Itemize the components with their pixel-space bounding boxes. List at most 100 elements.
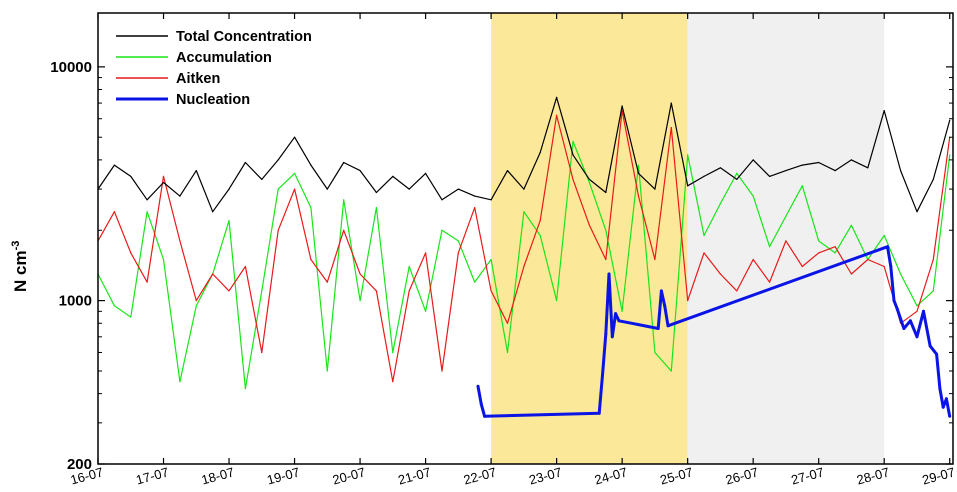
point-aitken xyxy=(687,300,689,302)
point-accumulation xyxy=(294,172,296,174)
point-accumulation xyxy=(916,305,918,307)
point-total-concentration xyxy=(162,181,165,184)
point-total-concentration xyxy=(850,159,853,161)
point-total-concentration xyxy=(818,161,820,164)
y-axis-label: N cm-3 xyxy=(10,241,30,292)
point-total-concentration xyxy=(375,191,377,194)
point-total-concentration xyxy=(261,178,263,180)
point-total-concentration xyxy=(932,178,934,180)
point-accumulation xyxy=(326,370,328,372)
point-accumulation xyxy=(441,229,443,231)
point-total-concentration xyxy=(277,159,279,161)
point-accumulation xyxy=(162,258,165,261)
point-total-concentration xyxy=(752,159,754,161)
point-aitken xyxy=(752,258,754,261)
point-accumulation xyxy=(785,215,787,217)
point-total-concentration xyxy=(408,188,410,190)
point-total-concentration xyxy=(343,161,345,164)
point-total-concentration xyxy=(900,170,902,172)
point-nucleation xyxy=(601,373,604,377)
point-total-concentration xyxy=(130,175,132,177)
point-accumulation xyxy=(850,224,853,226)
point-total-concentration xyxy=(425,172,427,174)
x-tick-label: 20-07 xyxy=(331,464,367,487)
point-accumulation xyxy=(113,305,115,307)
point-accumulation xyxy=(523,211,525,213)
point-nucleation xyxy=(892,299,896,303)
point-aitken xyxy=(883,265,885,268)
point-aitken xyxy=(277,229,279,231)
point-total-concentration xyxy=(703,175,705,177)
point-total-concentration xyxy=(457,188,459,190)
point-total-concentration xyxy=(212,211,214,213)
point-total-concentration xyxy=(572,154,574,156)
point-total-concentration xyxy=(588,178,591,180)
point-total-concentration xyxy=(687,185,689,187)
point-nucleation xyxy=(935,352,939,356)
point-total-concentration xyxy=(539,151,541,154)
point-total-concentration xyxy=(113,164,115,166)
point-accumulation xyxy=(261,290,263,292)
point-total-concentration xyxy=(670,102,672,104)
point-total-concentration xyxy=(228,188,230,190)
point-accumulation xyxy=(752,195,754,197)
point-nucleation xyxy=(938,387,942,391)
point-accumulation xyxy=(375,207,377,209)
point-nucleation xyxy=(944,397,948,401)
point-aitken xyxy=(818,252,820,254)
point-nucleation xyxy=(479,402,483,406)
series-line-nucleation xyxy=(476,245,952,418)
point-accumulation xyxy=(703,234,705,237)
point-accumulation xyxy=(457,240,459,242)
point-accumulation xyxy=(605,229,607,231)
point-aitken xyxy=(359,273,361,275)
point-accumulation xyxy=(687,154,689,156)
point-aitken xyxy=(212,273,214,275)
point-accumulation xyxy=(670,370,672,372)
point-nucleation xyxy=(614,312,618,316)
point-accumulation xyxy=(310,207,312,209)
point-nucleation xyxy=(922,309,925,313)
point-accumulation xyxy=(392,351,394,354)
point-aitken xyxy=(736,290,738,292)
legend-label-aitken: Aitken xyxy=(176,71,220,87)
point-aitken xyxy=(113,211,115,213)
point-aitken xyxy=(343,229,345,231)
point-total-concentration xyxy=(195,170,197,172)
point-accumulation xyxy=(146,211,148,213)
point-total-concentration xyxy=(490,199,492,201)
point-total-concentration xyxy=(719,167,722,169)
legend: Total Concentration Accumulation Aitken Nuc… xyxy=(116,29,312,108)
point-nucleation xyxy=(604,332,608,336)
legend-label-total-concentration: Total Concentration xyxy=(176,29,312,45)
point-accumulation xyxy=(179,381,181,383)
series-nucleation xyxy=(476,245,952,418)
y-axis-label-text: N cm xyxy=(11,250,30,292)
point-aitken xyxy=(769,281,771,283)
point-total-concentration xyxy=(654,188,656,190)
x-tick-label: 22-07 xyxy=(462,464,498,487)
y-tick-label: 200 xyxy=(67,456,92,473)
point-accumulation xyxy=(506,351,509,354)
point-aitken xyxy=(572,178,574,180)
x-tick-label: 17-07 xyxy=(134,464,170,487)
point-aitken xyxy=(867,258,869,261)
point-aitken xyxy=(605,258,607,261)
x-tick-label: 26-07 xyxy=(724,464,760,487)
point-accumulation xyxy=(900,273,902,275)
point-total-concentration xyxy=(916,211,918,213)
point-total-concentration xyxy=(392,175,394,177)
point-aitken xyxy=(719,273,722,275)
point-aitken xyxy=(310,258,312,261)
point-accumulation xyxy=(539,234,541,237)
point-accumulation xyxy=(572,140,574,142)
point-accumulation xyxy=(801,185,803,187)
shaded-region-1 xyxy=(687,13,885,464)
point-nucleation xyxy=(663,304,667,308)
point-accumulation xyxy=(932,290,934,292)
point-aitken xyxy=(130,252,132,254)
point-aitken xyxy=(326,281,328,283)
point-accumulation xyxy=(719,203,722,205)
point-total-concentration xyxy=(244,161,246,164)
point-nucleation xyxy=(617,319,621,323)
